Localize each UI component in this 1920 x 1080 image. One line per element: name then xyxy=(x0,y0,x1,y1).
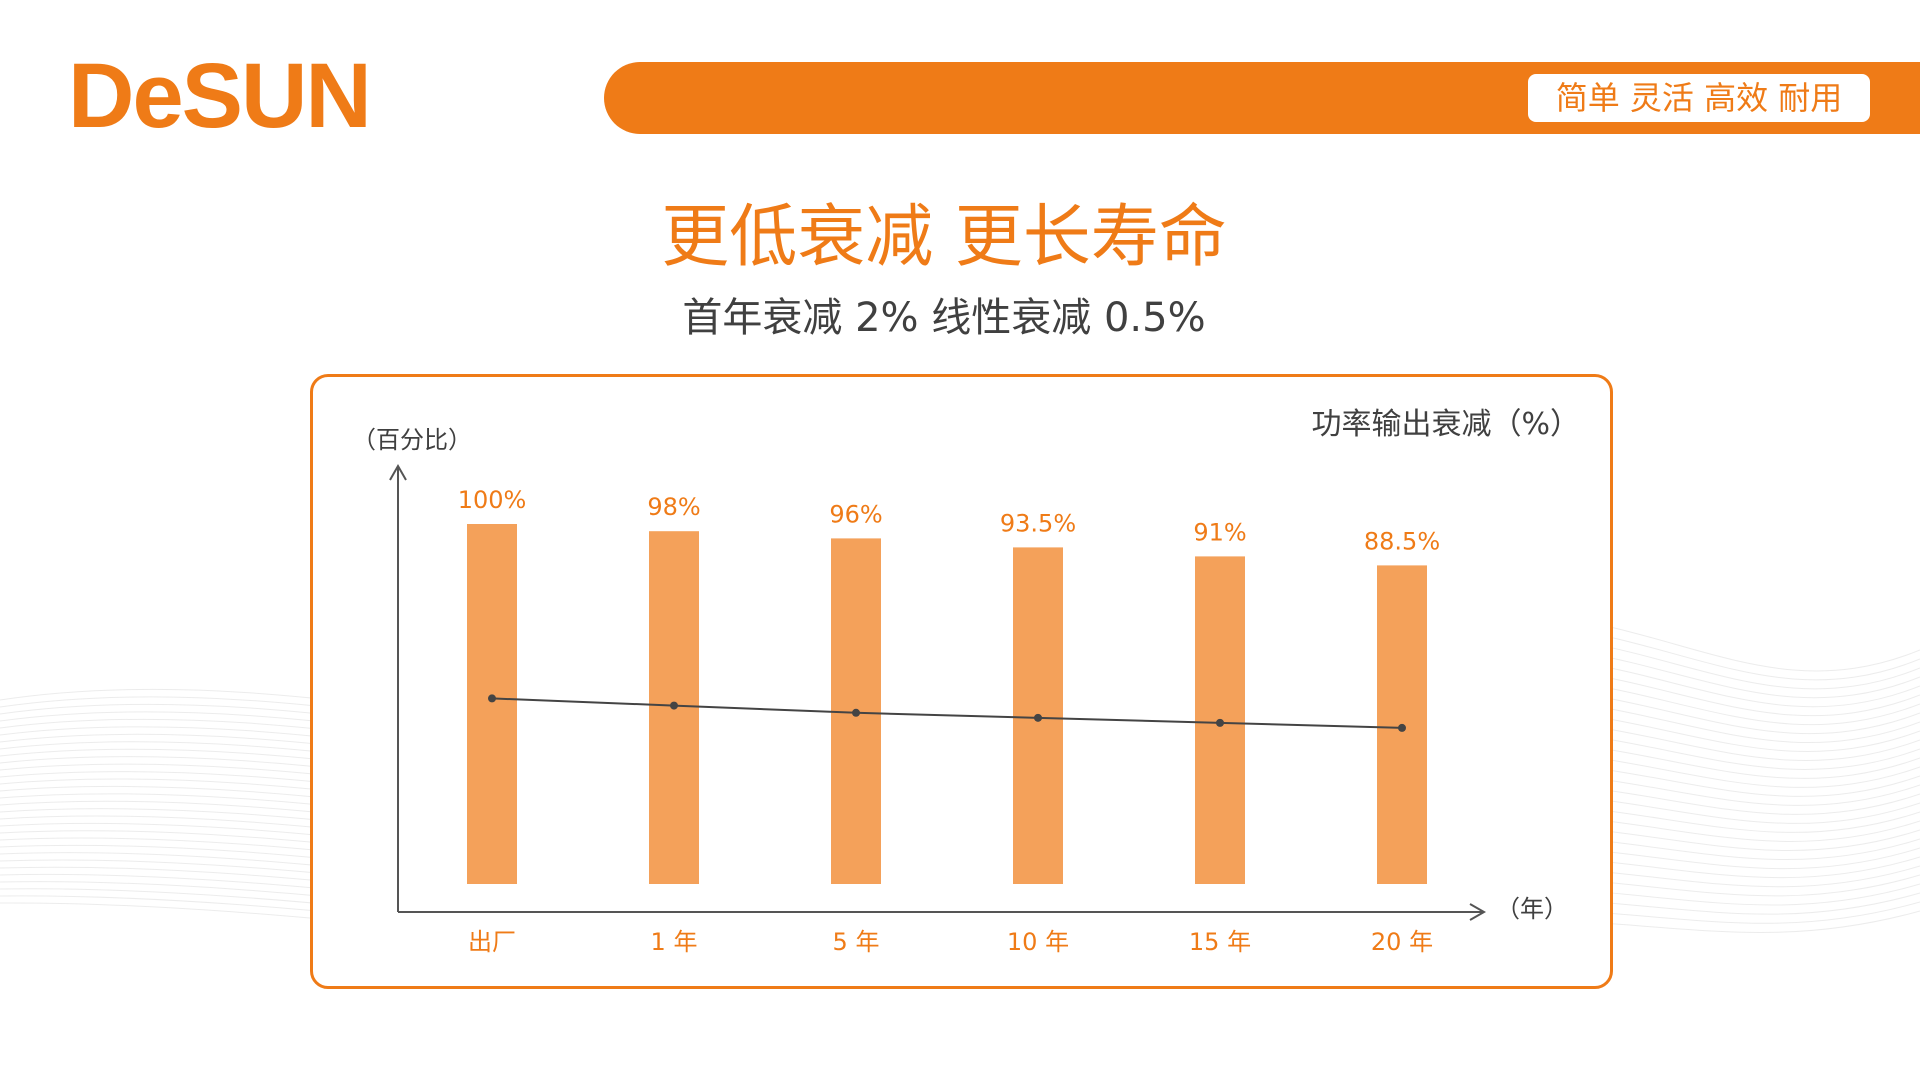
logo-text: DeSUN xyxy=(68,45,372,147)
bar-value-label: 88.5% xyxy=(1364,527,1440,555)
trend-points xyxy=(488,694,1406,732)
value-labels: 100% 98% 96% 93.5% 91% 88.5% xyxy=(458,486,1440,555)
trend-point xyxy=(1398,723,1406,732)
x-tick-label: 15 年 xyxy=(1189,928,1251,956)
x-tick-label: 出厂 xyxy=(468,928,516,956)
page-subtitle: 首年衰减 2% 线性衰减 0.5% xyxy=(682,295,1206,341)
y-axis-label: （百分比） xyxy=(352,426,472,454)
trend-point xyxy=(488,694,496,703)
chart-title: 功率输出衰减（%） xyxy=(1311,407,1580,442)
x-tick-label: 1 年 xyxy=(651,928,698,956)
trend-point xyxy=(852,708,860,717)
x-tick-label: 10 年 xyxy=(1007,928,1069,956)
trend-line xyxy=(491,697,1403,729)
x-axis-label: （年） xyxy=(1496,895,1568,923)
bar-value-label: 96% xyxy=(829,500,882,528)
x-tick-labels: 出厂 1 年 5 年 10 年 15 年 20 年 xyxy=(468,928,1433,956)
bar-value-label: 91% xyxy=(1193,518,1246,546)
x-tick-label: 5 年 xyxy=(833,928,880,956)
x-axis-arrow xyxy=(1469,903,1487,921)
slogan-badge: 简单 灵活 高效 耐用 xyxy=(1528,74,1870,122)
desun-logo: DeSUN xyxy=(68,45,372,147)
trend-point xyxy=(1034,713,1042,722)
trend-point xyxy=(670,701,678,710)
x-tick-label: 20 年 xyxy=(1371,928,1433,956)
bar xyxy=(467,524,517,884)
bar-group xyxy=(467,524,1427,884)
bar-value-label: 93.5% xyxy=(1000,509,1076,537)
y-axis-arrow xyxy=(389,463,407,481)
bar-value-label: 98% xyxy=(647,493,700,521)
page-title: 更低衰减 更长寿命 xyxy=(661,198,1227,277)
trend-point xyxy=(1216,718,1224,727)
bar-value-label: 100% xyxy=(458,486,527,514)
